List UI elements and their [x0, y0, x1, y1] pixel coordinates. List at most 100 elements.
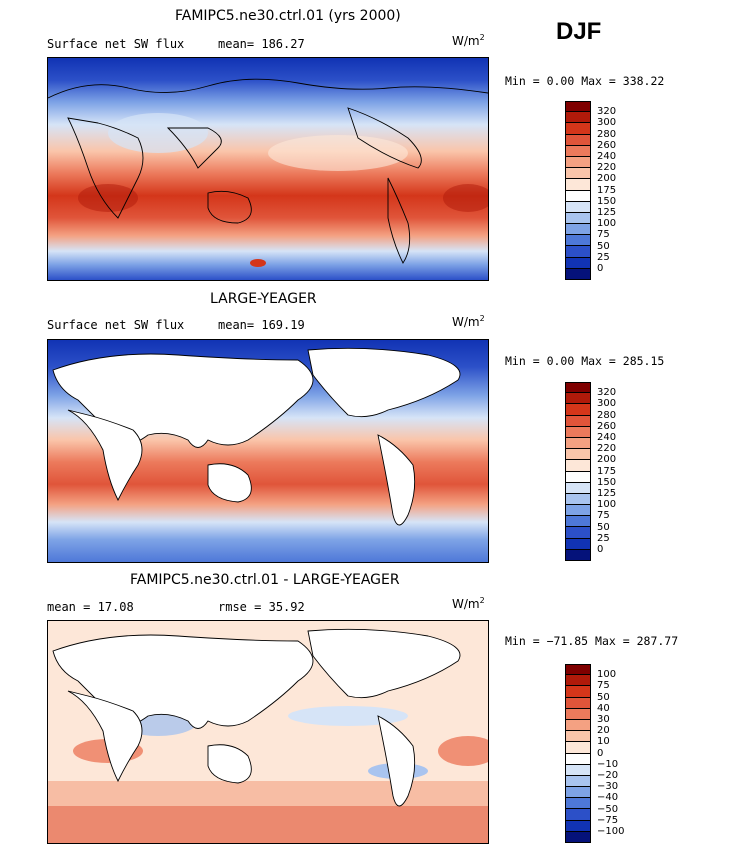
colorbar-tick-label: 0 — [597, 747, 604, 759]
colorbar-tick-label: 240 — [597, 432, 617, 443]
colorbar-swatch — [565, 831, 591, 843]
panel3-minmax: Min = −71.85 Max = 287.77 — [505, 634, 679, 648]
colorbar-swatch — [565, 482, 591, 494]
colorbar-swatch — [565, 516, 591, 528]
colorbar-tick-label: −30 — [597, 781, 619, 793]
colorbar-tick-label: 320 — [597, 106, 617, 118]
panel3-land — [52, 628, 461, 807]
panel2-units: W/m2 — [452, 314, 485, 329]
colorbar-swatch — [565, 764, 591, 776]
colorbar-swatch — [565, 471, 591, 483]
colorbar-swatch — [565, 415, 591, 427]
colorbar-swatch — [565, 268, 591, 280]
colorbar-swatch — [565, 201, 591, 213]
colorbar-swatch — [565, 404, 591, 416]
colorbar-swatch — [565, 145, 591, 157]
colorbar-swatch — [565, 820, 591, 832]
colorbar-tick-label: 300 — [597, 398, 617, 410]
colorbar-swatch — [565, 809, 591, 821]
colorbar-swatch — [565, 787, 591, 799]
colorbar-tick-label: 25 — [597, 251, 610, 263]
colorbar-tick-label: 50 — [597, 521, 610, 533]
colorbar-tick-label: −75 — [597, 814, 619, 826]
panel1-mean-label: mean= 186.27 — [218, 37, 305, 51]
colorbar-swatch — [565, 686, 591, 698]
colorbar-swatch — [565, 697, 591, 709]
colorbar-swatch — [565, 449, 591, 461]
colorbar-tick-label: 75 — [597, 229, 610, 241]
colorbar-swatch — [565, 753, 591, 765]
panel1-coastlines — [48, 78, 488, 264]
colorbar-tick-label: 280 — [597, 409, 617, 421]
colorbar-swatch — [565, 134, 591, 146]
panel3-rmse-label: rmse = 35.92 — [218, 600, 305, 614]
colorbar-tick-label: 50 — [597, 240, 610, 252]
colorbar-swatch — [565, 257, 591, 269]
colorbar-tick-label: −40 — [597, 792, 619, 804]
panel3-map-field — [48, 621, 488, 843]
colorbar-swatch — [565, 775, 591, 788]
colorbar-swatch — [565, 437, 591, 450]
colorbar-swatch — [565, 156, 591, 169]
colorbar-swatch — [565, 112, 591, 124]
colorbar-tick-label: 175 — [597, 465, 617, 477]
colorbar-swatch — [565, 224, 591, 236]
colorbar-tick-label: 175 — [597, 184, 617, 196]
season-label: DJF — [556, 18, 602, 45]
colorbar-tick-label: 125 — [597, 488, 617, 499]
colorbar-swatch — [565, 426, 591, 438]
colorbar-swatch — [565, 179, 591, 191]
colorbar-swatch — [565, 190, 591, 202]
colorbar-tick-label: 260 — [597, 420, 617, 432]
colorbar-swatch — [565, 460, 591, 472]
panel2-variable-label: Surface net SW flux — [47, 318, 185, 332]
colorbar-swatch — [565, 664, 591, 676]
colorbar-tick-label: 75 — [597, 680, 610, 692]
colorbar-tick-label: 0 — [597, 263, 604, 274]
colorbar-swatch — [565, 123, 591, 135]
colorbar-tick-label: 100 — [597, 669, 617, 681]
panel2-land — [52, 347, 461, 526]
colorbar-swatch — [565, 101, 591, 113]
colorbar-tick-label: 200 — [597, 173, 617, 185]
colorbar-swatch — [565, 235, 591, 247]
panel3-map — [47, 620, 489, 844]
panel1-minmax: Min = 0.00 Max = 338.22 — [505, 74, 665, 88]
colorbar-tick-label: 0 — [597, 544, 604, 555]
panel2-map-field — [48, 340, 488, 562]
colorbar-tick-label: 20 — [597, 725, 610, 737]
panel2-minmax: Min = 0.00 Max = 285.15 — [505, 354, 665, 368]
panel2-mean-label: mean= 169.19 — [218, 318, 305, 332]
panel2-map — [47, 339, 489, 563]
colorbar-swatch — [565, 393, 591, 405]
colorbar-tick-label: 220 — [597, 162, 617, 174]
colorbar-tick-label: 240 — [597, 151, 617, 162]
panel1-variable-label: Surface net SW flux — [47, 37, 185, 51]
colorbar-swatch — [565, 527, 591, 539]
colorbar-tick-label: 125 — [597, 207, 617, 218]
panel1-colorbar: 320 300 280 260 240 220 200 175 150 125 100 75 50 25 0 — [565, 101, 616, 280]
colorbar-tick-label: 50 — [597, 691, 610, 703]
colorbar-tick-label: −100 — [597, 826, 625, 837]
panel3-title: FAMIPC5.ne30.ctrl.01 - LARGE-YEAGER — [130, 572, 400, 588]
colorbar-tick-label: 100 — [597, 218, 617, 230]
colorbar-swatch — [565, 493, 591, 506]
panel1-map-field — [48, 58, 488, 280]
panel2-title: LARGE-YEAGER — [210, 291, 317, 307]
colorbar-tick-label: 320 — [597, 387, 617, 399]
colorbar-swatch — [565, 549, 591, 561]
colorbar-swatch — [565, 708, 591, 720]
colorbar-swatch — [565, 742, 591, 754]
colorbar-swatch — [565, 719, 591, 732]
colorbar-tick-label: 220 — [597, 443, 617, 455]
colorbar-tick-label: 280 — [597, 128, 617, 140]
colorbar-tick-label: 200 — [597, 454, 617, 466]
colorbar-tick-label: 75 — [597, 510, 610, 522]
colorbar-tick-label: 260 — [597, 139, 617, 151]
panel1-map — [47, 57, 489, 281]
panel3-units: W/m2 — [452, 596, 485, 611]
panel3-colorbar: 100 75 50 40 30 20 10 0 −10 −20 −30 −40 −50 −75 −100 — [565, 664, 624, 843]
colorbar-tick-label: 40 — [597, 702, 610, 714]
panel1-title: FAMIPC5.ne30.ctrl.01 (yrs 2000) — [175, 8, 401, 24]
colorbar-swatch — [565, 538, 591, 550]
